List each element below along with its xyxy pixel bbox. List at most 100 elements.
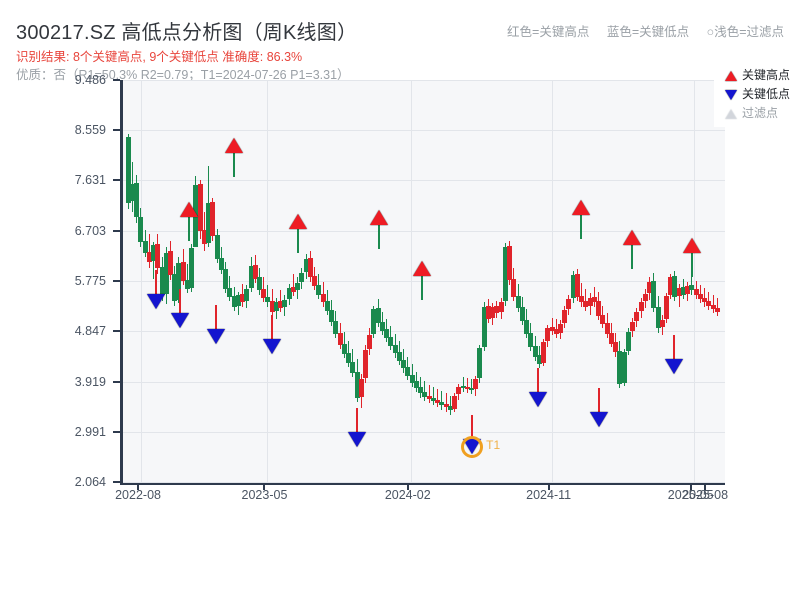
- candle-body: [129, 183, 135, 202]
- candle-body: [273, 302, 279, 312]
- candle-wick: [585, 289, 587, 312]
- candle-body: [240, 293, 246, 303]
- key-low-marker: [529, 391, 548, 407]
- candle-wick: [712, 294, 714, 314]
- candlestick-plot-area: T1: [120, 80, 725, 485]
- candle-wick: [445, 393, 447, 412]
- legend-label-key-low: 关键低点: [741, 87, 790, 101]
- gridline-horizontal: [123, 130, 725, 132]
- legend-item-filtered: 过滤点: [720, 104, 790, 123]
- marker-stem: [233, 150, 236, 177]
- candle-body: [600, 315, 606, 325]
- candle-body: [685, 286, 691, 294]
- key-high-marker: [288, 213, 307, 229]
- marker-stem: [421, 274, 424, 301]
- candle-body: [507, 246, 513, 280]
- candle-body: [621, 352, 627, 383]
- candle-body: [333, 320, 339, 334]
- color-key-legend: 红色=关键高点 蓝色=关键低点 ○浅色=过滤点: [507, 21, 784, 40]
- key-high-marker: [369, 210, 388, 226]
- key-low-marker: [263, 338, 282, 354]
- candle-body: [604, 322, 610, 334]
- candle-body: [676, 288, 682, 296]
- candle-body: [392, 344, 398, 354]
- recognition-result-text: 识别结果: 8个关键高点, 9个关键低点 准确度: 86.3%: [16, 50, 303, 64]
- gridline-horizontal: [123, 482, 725, 483]
- candle-body: [409, 374, 415, 383]
- key-high-marker: [225, 137, 244, 153]
- candle-body: [189, 248, 195, 289]
- candle-body: [502, 247, 508, 302]
- gridline-horizontal: [123, 180, 725, 182]
- candle-body: [714, 307, 720, 313]
- candle-body: [596, 301, 602, 317]
- candle-body: [337, 332, 343, 345]
- candle-body: [426, 395, 432, 399]
- candle-wick: [186, 264, 188, 293]
- candle-body: [536, 355, 542, 365]
- candle-body: [176, 263, 182, 300]
- candle-body: [388, 337, 394, 346]
- candle-body: [316, 285, 322, 295]
- color-key-filtered: ○浅色=过滤点: [706, 25, 784, 39]
- candle-body: [346, 353, 352, 364]
- x-axis-label: 2025-05: [667, 488, 714, 502]
- key-low-marker: [347, 432, 366, 447]
- marker-stem: [672, 335, 675, 362]
- key-low-marker: [664, 359, 683, 375]
- candle-body: [244, 289, 250, 302]
- candle-body: [485, 305, 491, 319]
- candle-body: [303, 259, 309, 273]
- candle-body: [206, 202, 212, 244]
- gridline-horizontal: [123, 80, 725, 81]
- marker-stem: [215, 305, 218, 332]
- candle-body: [553, 329, 559, 334]
- marker-stem: [155, 269, 158, 296]
- candle-wick: [267, 285, 269, 307]
- candle-body: [401, 359, 407, 369]
- legend-label-key-high: 关键高点: [741, 68, 790, 82]
- key-high-marker: [413, 261, 432, 277]
- candle-body: [617, 351, 623, 384]
- legend-item-key-low: 关键低点: [720, 85, 790, 104]
- candle-body: [490, 306, 496, 318]
- candle-body: [142, 240, 148, 253]
- candle-body: [613, 342, 619, 353]
- candle-body: [134, 183, 140, 218]
- gridline-horizontal: [123, 230, 725, 232]
- candle-body: [515, 295, 521, 308]
- key-low-marker: [589, 411, 608, 427]
- candle-body: [329, 309, 335, 322]
- candle-body: [579, 295, 585, 303]
- candle-wick: [466, 378, 468, 394]
- candle-body: [324, 301, 330, 312]
- candle-body: [341, 343, 347, 355]
- candle-body: [541, 342, 547, 364]
- marker-stem: [377, 223, 380, 250]
- x-axis-tick: [689, 483, 692, 490]
- candle-wick: [716, 298, 718, 317]
- candle-body: [257, 277, 262, 291]
- candle-body: [418, 386, 424, 394]
- candle-body: [379, 321, 385, 331]
- candle-wick: [593, 287, 595, 307]
- candle-body: [634, 312, 640, 321]
- y-axis-tick: [113, 481, 120, 483]
- x-axis-tick: [263, 483, 266, 490]
- candle-body: [498, 302, 504, 313]
- candle-body: [231, 295, 237, 307]
- marker-stem: [355, 408, 358, 434]
- candle-body: [396, 352, 402, 361]
- candle-body: [693, 289, 699, 295]
- candle-body: [702, 298, 708, 303]
- candle-body: [278, 301, 284, 308]
- candle-body: [218, 257, 224, 270]
- chart-legend: 关键高点 关键低点 过滤点: [713, 62, 798, 127]
- candle-body: [422, 392, 428, 397]
- candle-body: [197, 184, 203, 231]
- gridline-vertical: [410, 80, 412, 482]
- candle-body: [511, 278, 517, 297]
- x-axis-label: 2024-11: [526, 488, 572, 502]
- gridline-horizontal: [123, 331, 725, 333]
- marker-stem: [537, 367, 540, 394]
